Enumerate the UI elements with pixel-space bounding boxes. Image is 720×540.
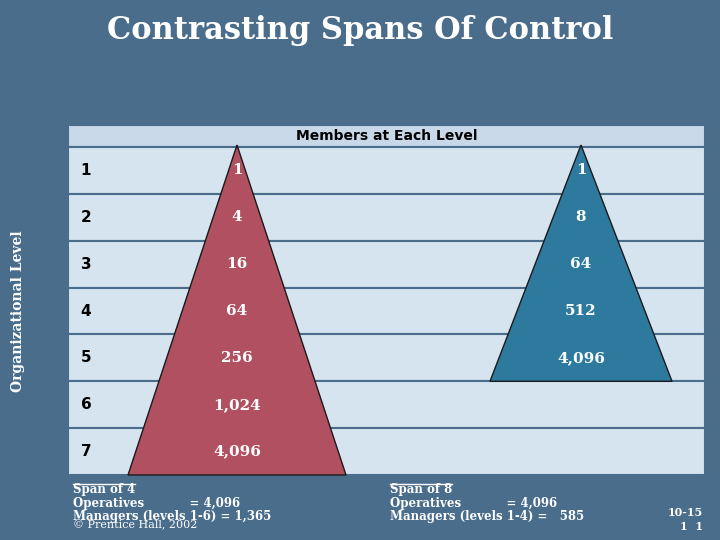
Text: Contrasting Spans Of Control: Contrasting Spans Of Control (107, 15, 613, 46)
FancyBboxPatch shape (68, 147, 705, 194)
FancyBboxPatch shape (68, 288, 705, 334)
Text: Members at Each Level: Members at Each Level (296, 129, 477, 143)
Text: 16: 16 (226, 257, 248, 271)
Text: 6: 6 (81, 397, 91, 412)
Text: 64: 64 (570, 257, 592, 271)
FancyBboxPatch shape (68, 334, 705, 381)
Polygon shape (128, 145, 346, 475)
Text: Managers (levels 1-4) =   585: Managers (levels 1-4) = 585 (390, 510, 584, 523)
Text: 4: 4 (232, 210, 243, 224)
Text: 1: 1 (81, 163, 91, 178)
FancyBboxPatch shape (68, 125, 705, 147)
Text: Operatives           = 4,096: Operatives = 4,096 (390, 497, 557, 510)
Text: 8: 8 (576, 210, 586, 224)
Text: 5: 5 (81, 350, 91, 366)
Text: 1: 1 (576, 164, 586, 178)
Text: 256: 256 (221, 351, 253, 365)
Text: Managers (levels 1-6) = 1,365: Managers (levels 1-6) = 1,365 (73, 510, 271, 523)
Text: 1  1: 1 1 (680, 521, 703, 532)
FancyBboxPatch shape (68, 194, 705, 241)
Text: 4,096: 4,096 (213, 444, 261, 458)
Text: Organizational Level: Organizational Level (11, 230, 25, 392)
Text: 64: 64 (226, 304, 248, 318)
FancyBboxPatch shape (68, 381, 705, 428)
FancyBboxPatch shape (68, 241, 705, 288)
Text: © Prentice Hall, 2002: © Prentice Hall, 2002 (73, 519, 197, 530)
Text: 7: 7 (81, 444, 91, 459)
Text: 1,024: 1,024 (213, 398, 261, 411)
Text: 4,096: 4,096 (557, 351, 605, 365)
FancyBboxPatch shape (68, 428, 705, 475)
Text: 4: 4 (81, 303, 91, 319)
Text: Span of 4: Span of 4 (73, 483, 135, 496)
Text: 10-15: 10-15 (667, 507, 703, 518)
Text: 2: 2 (81, 210, 91, 225)
Text: Operatives           = 4,096: Operatives = 4,096 (73, 497, 240, 510)
Text: 512: 512 (565, 304, 597, 318)
Text: 1: 1 (232, 164, 243, 178)
Text: 3: 3 (81, 256, 91, 272)
Text: Span of 8: Span of 8 (390, 483, 452, 496)
Polygon shape (490, 145, 672, 381)
